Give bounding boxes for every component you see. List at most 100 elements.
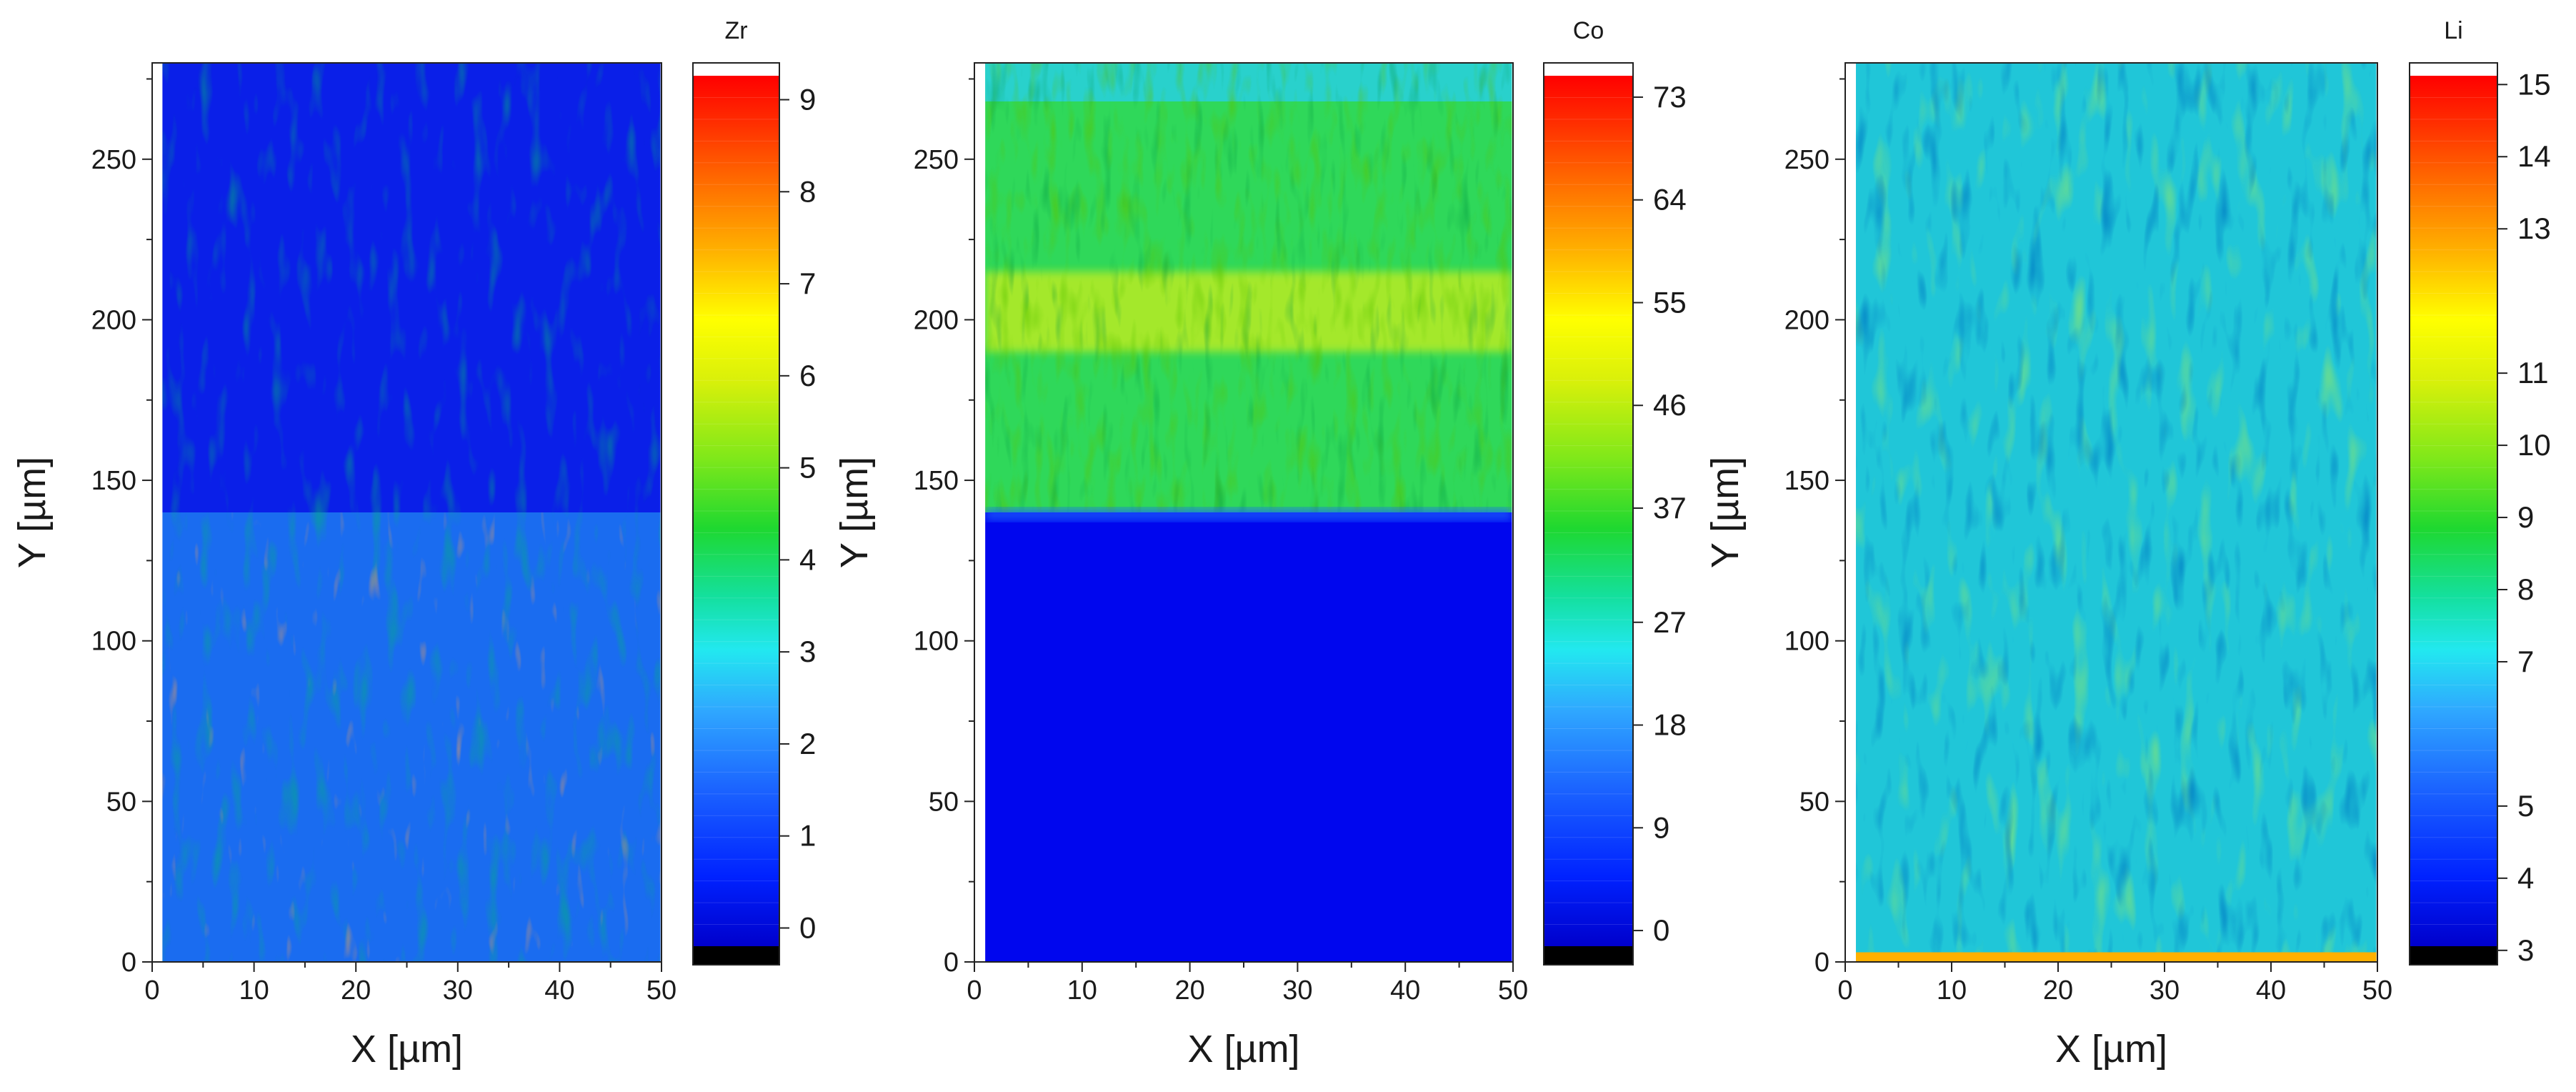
- x-axis-label: X [µm]: [2055, 1028, 2167, 1071]
- colorbar-gradient: [2410, 76, 2497, 946]
- x-tick-label: 10: [239, 976, 269, 1006]
- colorbar-tick-label: 18: [1653, 708, 1687, 742]
- colorbar-over: [693, 63, 779, 76]
- colorbar-under: [693, 946, 779, 965]
- colorbar-tick-label: 8: [799, 174, 816, 208]
- colorbar-tick-label: 11: [2517, 356, 2549, 389]
- li-bottom-band: [1855, 952, 2377, 962]
- x-tick-label: 40: [2256, 976, 2286, 1006]
- y-tick-label: 100: [914, 627, 959, 657]
- y-tick-label: 150: [914, 466, 959, 496]
- x-tick-label: 0: [967, 976, 982, 1006]
- colorbar-title: Co: [1573, 17, 1604, 44]
- colorbar-tick-label: 73: [1653, 80, 1687, 114]
- x-tick-label: 20: [1174, 976, 1204, 1006]
- y-axis-label: Y [µm]: [11, 457, 54, 568]
- y-tick-label: 150: [91, 466, 136, 496]
- y-axis-label: Y [µm]: [833, 457, 876, 568]
- colorbar-tick-label: 1: [799, 819, 816, 853]
- colorbar-tick-label: 14: [2517, 139, 2551, 173]
- colorbar-tick-label: 46: [1653, 388, 1687, 422]
- y-tick-label: 200: [91, 305, 136, 335]
- colorbar-tick-label: 55: [1653, 285, 1687, 319]
- colorbar-tick-label: 27: [1653, 605, 1687, 639]
- x-tick-label: 20: [2043, 976, 2073, 1006]
- colorbar-tick-label: 10: [2517, 428, 2551, 462]
- x-tick-label: 20: [341, 976, 371, 1006]
- y-tick-label: 100: [1784, 627, 1829, 657]
- colorbar: 3 4 5 7 8 9 10 11 13 14 15 Li: [2409, 17, 2551, 967]
- x-tick-label: 10: [1937, 976, 1967, 1006]
- y-tick-label: 250: [914, 145, 959, 175]
- x-tick-label: 30: [2150, 976, 2180, 1006]
- panel-co: 0 10 20 30 40 50 0 50 100 150 200 250 X [µm] Y [µm] 0 9…: [833, 17, 1687, 1071]
- colorbar-tick-label: 5: [799, 451, 816, 485]
- x-tick-label: 50: [1498, 976, 1528, 1006]
- colorbar-tick-label: 8: [2517, 572, 2534, 606]
- x-axis-label: X [µm]: [1187, 1028, 1299, 1071]
- y-tick-label: 50: [929, 787, 959, 817]
- x-tick-label: 10: [1067, 976, 1097, 1006]
- colorbar-over: [2410, 63, 2497, 76]
- x-tick-label: 50: [2362, 976, 2392, 1006]
- colorbar-gradient: [1544, 76, 1633, 946]
- heatmap-field: [1855, 63, 2377, 962]
- colorbar-tick-label: 9: [799, 83, 816, 116]
- heatmap-field: [985, 63, 1512, 962]
- colorbar-tick-label: 4: [799, 542, 816, 576]
- colorbar: 0 1 2 3 4 5 6 7 8 9 Zr: [692, 17, 816, 966]
- colorbar-tick-label: 9: [2517, 500, 2534, 534]
- colorbar-title: Li: [2444, 17, 2462, 44]
- x-axis-label: X [µm]: [351, 1028, 463, 1071]
- colorbar-tick-label: 64: [1653, 183, 1687, 217]
- colorbar-tick-label: 5: [2517, 789, 2534, 823]
- y-tick-label: 200: [914, 305, 959, 335]
- x-tick-label: 30: [1282, 976, 1312, 1006]
- x-tick-label: 40: [1390, 976, 1420, 1006]
- colorbar-tick-label: 6: [799, 359, 816, 392]
- colorbar-gradient: [693, 76, 779, 946]
- x-tick-label: 0: [1837, 976, 1852, 1006]
- colorbar-frame: [1543, 62, 1634, 966]
- colorbar-tick-label: 37: [1653, 491, 1687, 525]
- colorbar-tick-label: 3: [799, 635, 816, 668]
- y-axis-label: Y [µm]: [1704, 457, 1747, 568]
- y-tick-label: 250: [91, 145, 136, 175]
- x-tick-label: 40: [544, 976, 574, 1006]
- colorbar-tick-label: 0: [1653, 913, 1669, 947]
- colorbar-tick-label: 4: [2517, 861, 2534, 895]
- y-tick-label: 200: [1784, 305, 1829, 335]
- colorbar-tick-label: 7: [2517, 645, 2534, 678]
- colorbar-frame: [692, 62, 780, 966]
- x-tick-label: 30: [443, 976, 473, 1006]
- colorbar-over: [1544, 63, 1633, 76]
- colorbar-tick-label: 13: [2517, 212, 2551, 245]
- x-tick-label: 50: [647, 976, 677, 1006]
- co-contours: [985, 63, 1512, 512]
- zr-hotspots: [162, 512, 661, 962]
- y-tick-label: 0: [1814, 948, 1829, 978]
- colorbar-under: [2410, 946, 2497, 965]
- panel-li: 0 10 20 30 40 50 0 50 100 150 200 250 X [µm] Y [µm] 3 4…: [1704, 17, 2551, 1071]
- y-tick-label: 250: [1784, 145, 1829, 175]
- y-tick-label: 0: [121, 948, 136, 978]
- colorbar-title: Zr: [724, 17, 747, 44]
- x-tick-label: 0: [144, 976, 159, 1006]
- li-dark-spots: [1855, 63, 2377, 962]
- heatmap-field: [162, 63, 661, 962]
- colorbar-tick-label: 9: [1653, 810, 1669, 844]
- y-tick-label: 50: [106, 787, 136, 817]
- y-tick-label: 50: [1799, 787, 1829, 817]
- colorbar-tick-label: 0: [799, 910, 816, 944]
- colorbar-tick-label: 7: [799, 267, 816, 300]
- colorbar-under: [1544, 946, 1633, 965]
- co-boundary: [985, 508, 1512, 521]
- colorbar-tick-label: 15: [2517, 67, 2551, 101]
- y-tick-label: 150: [1784, 466, 1829, 496]
- colorbar: 0 9 18 27 37 46 55 64 73 Co: [1543, 17, 1687, 966]
- y-tick-label: 0: [944, 948, 959, 978]
- colorbar-frame: [2409, 62, 2498, 966]
- colorbar-tick-label: 3: [2517, 933, 2534, 967]
- panel-zr: 0 10 20 30 40 50 0 50 100 150 200 250 X [µm] Y [µm] 0 1…: [11, 17, 816, 1071]
